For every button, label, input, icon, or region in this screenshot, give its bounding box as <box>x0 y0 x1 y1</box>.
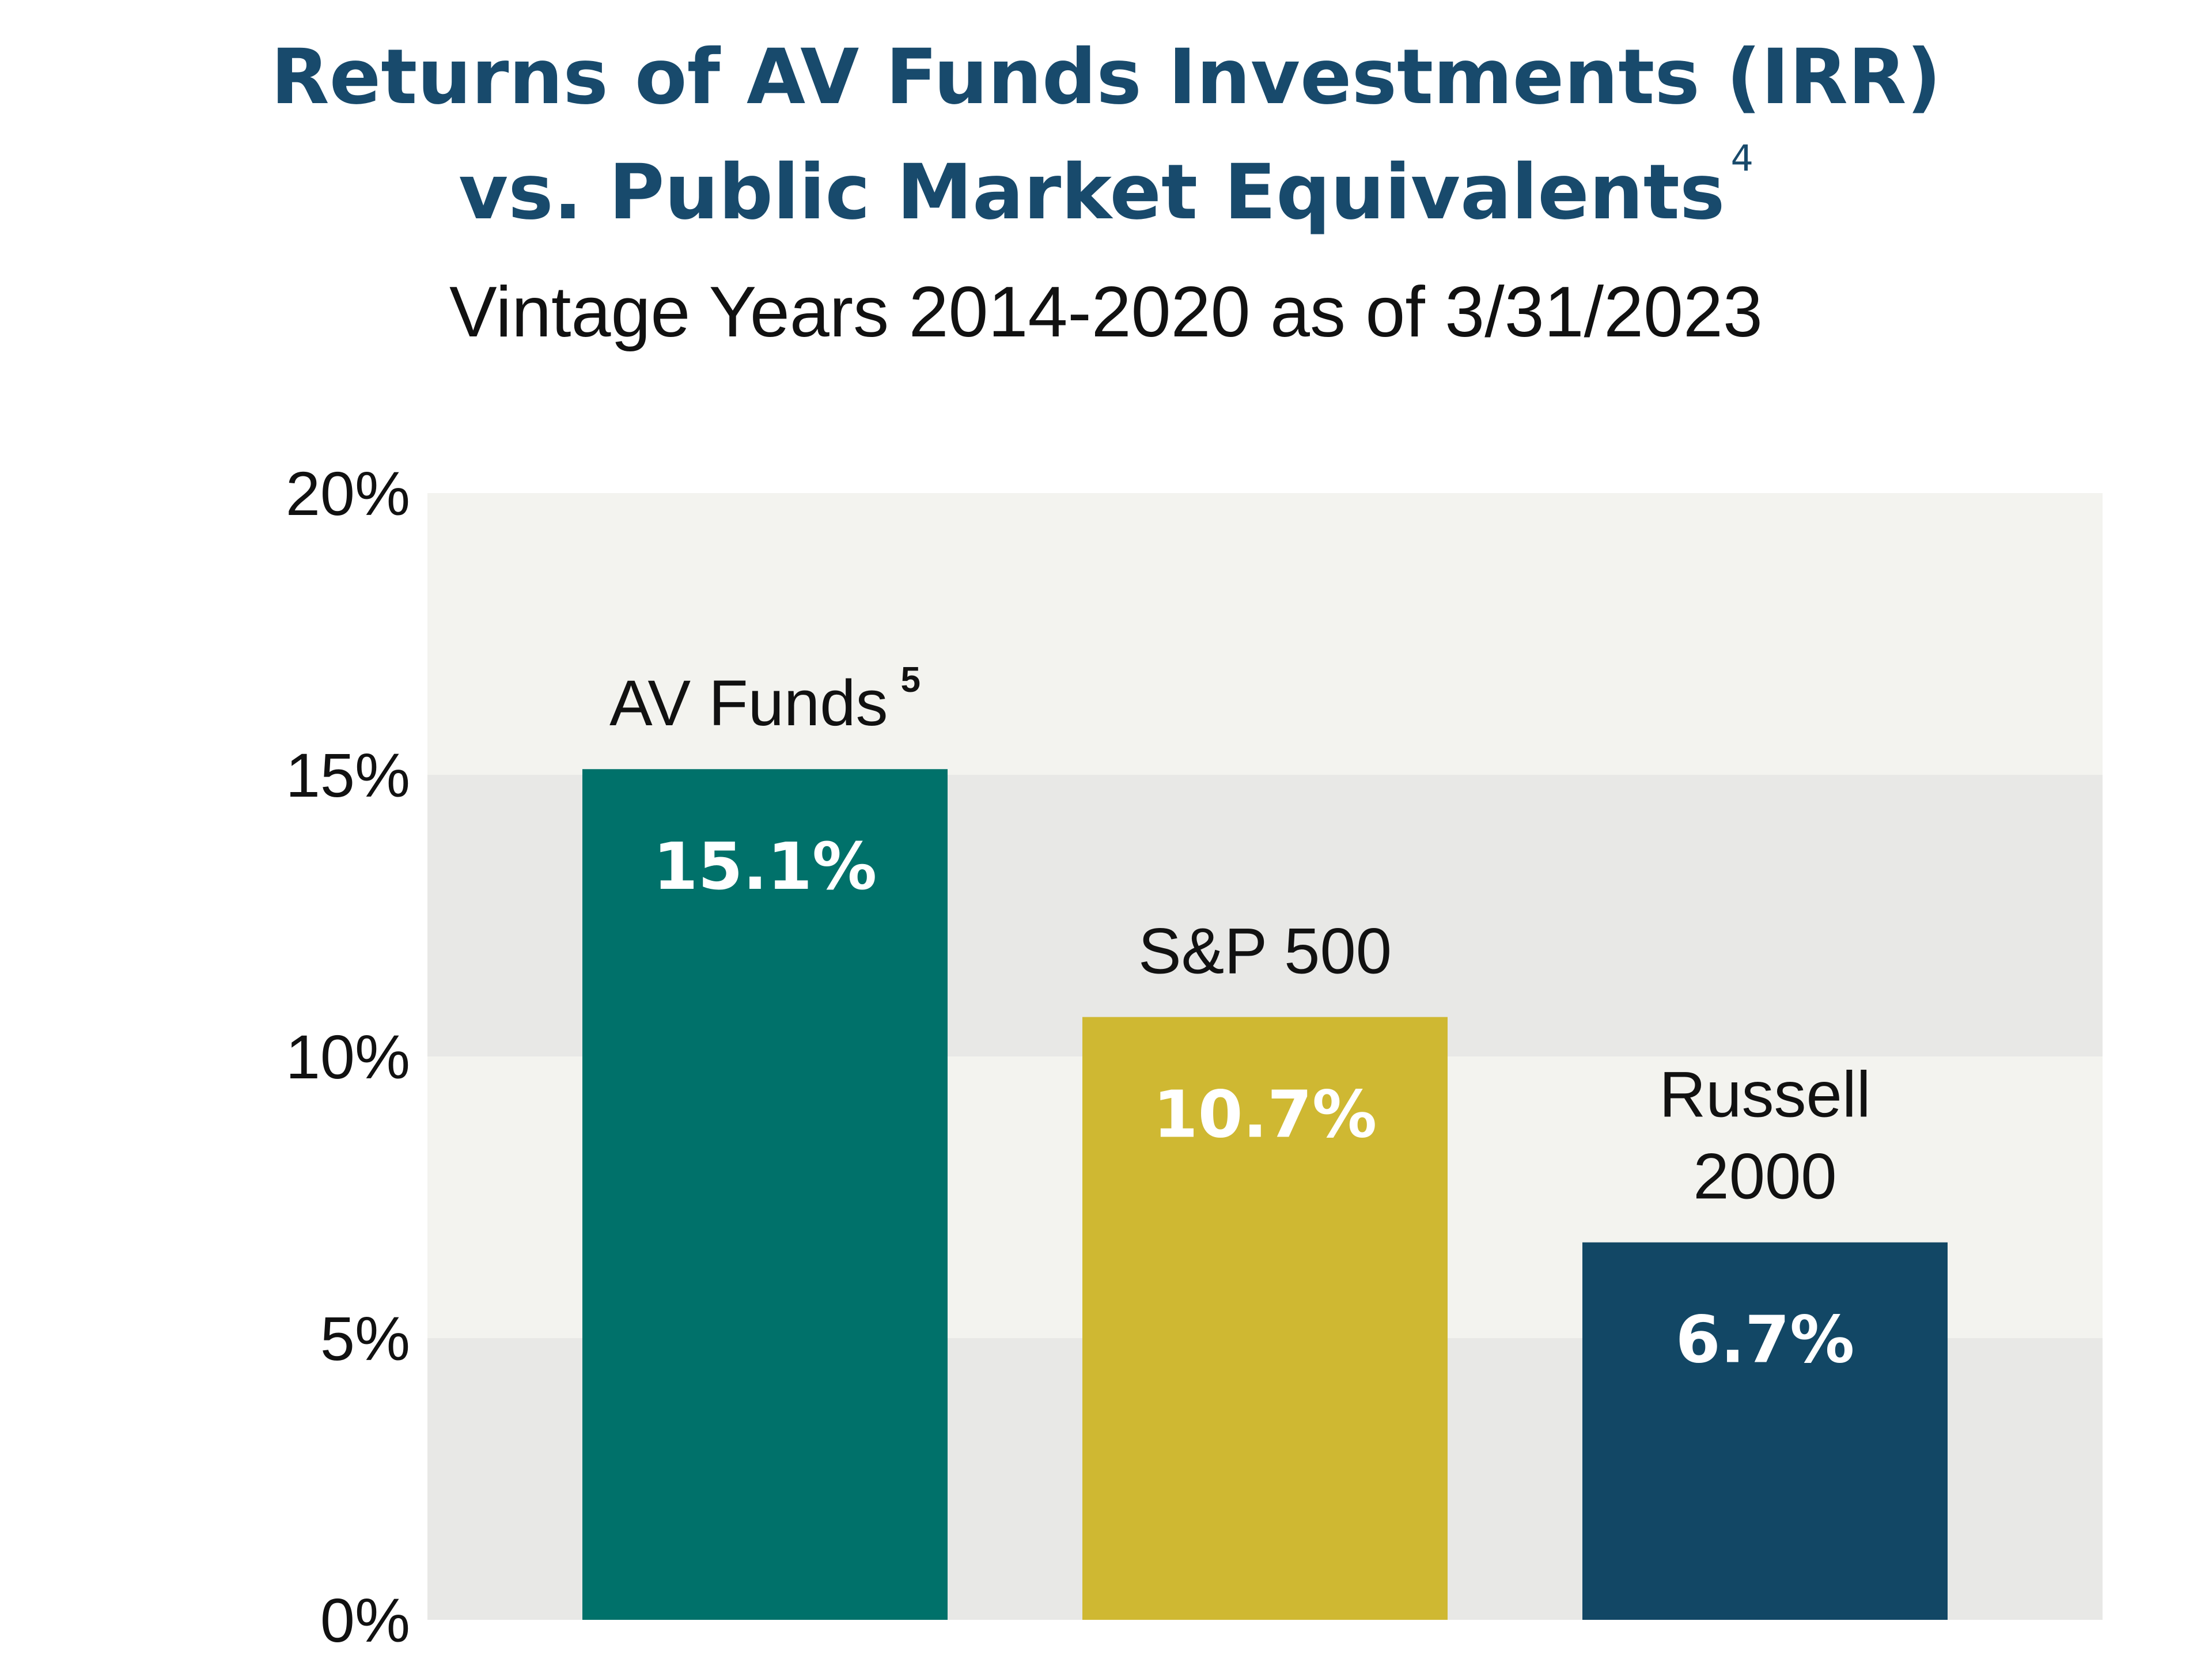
y-tick-label: 5% <box>320 1304 410 1373</box>
value-label: 15.1% <box>653 830 877 904</box>
category-labels: AV Funds 5 S&P 500 Russell 2000 <box>609 660 1871 1213</box>
bar <box>1582 1242 1948 1620</box>
y-axis-ticks: 0% 5% 10% 15% 20% <box>286 459 410 1655</box>
bar <box>582 769 948 1620</box>
bar <box>1082 1017 1448 1620</box>
category-label: Russell <box>1659 1059 1870 1131</box>
y-tick-label: 0% <box>320 1585 410 1655</box>
chart-subtitle: Vintage Years 2014-2020 as of 3/31/2023 <box>449 272 1763 352</box>
value-labels: 15.1% 10.7% 6.7% <box>653 830 1855 1378</box>
y-tick-label: 15% <box>286 740 410 810</box>
category-label: 2000 <box>1693 1141 1836 1213</box>
category-label: AV Funds 5 <box>609 660 921 739</box>
category-label: S&P 500 <box>1138 915 1392 987</box>
category-footnote-marker: 5 <box>901 660 921 700</box>
value-label: 6.7% <box>1676 1303 1855 1378</box>
y-tick-label: 20% <box>286 459 410 528</box>
title-footnote-marker: 4 <box>1730 137 1753 179</box>
y-tick-label: 10% <box>286 1022 410 1092</box>
chart-title-line-1: Returns of AV Funds Investments (IRR) <box>271 33 1941 122</box>
value-label: 10.7% <box>1153 1078 1377 1153</box>
chart-title-line-2: vs. Public Market Equivalents 4 <box>459 137 1753 237</box>
grid-band <box>427 493 2103 775</box>
bars <box>582 769 1948 1620</box>
